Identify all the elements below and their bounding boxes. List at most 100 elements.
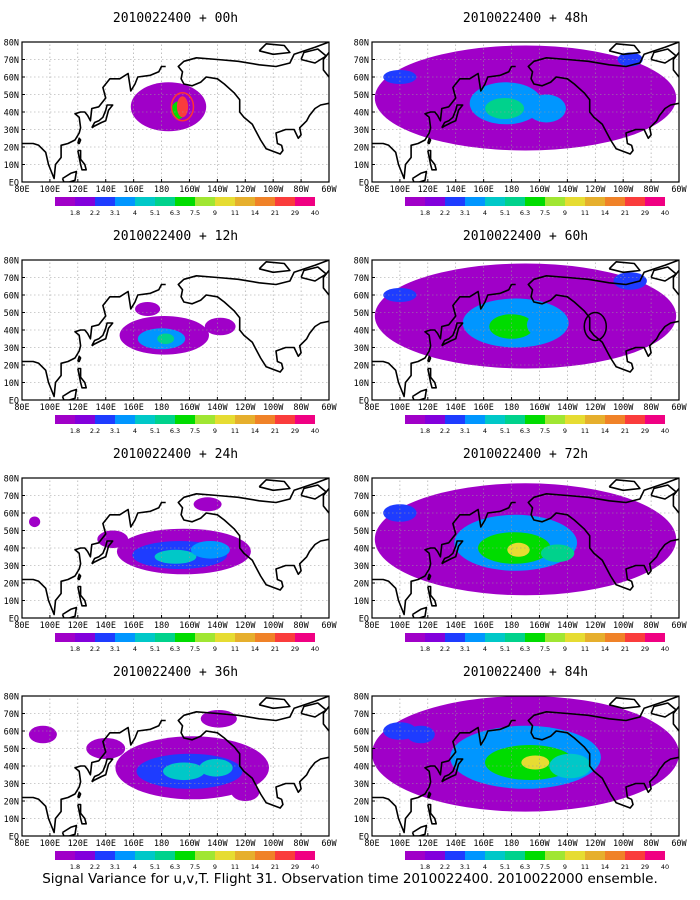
colorbar-swatch	[545, 633, 565, 642]
colorbar-label: 9	[563, 645, 567, 653]
colorbar-label: 2.2	[440, 863, 450, 871]
colorbar-swatch	[275, 851, 295, 860]
colorbar-label: 21	[271, 645, 279, 653]
colorbar-label: 29	[641, 863, 649, 871]
colorbar-swatch	[215, 851, 235, 860]
colorbar-swatch	[405, 851, 425, 860]
colorbar-label: 3.1	[460, 863, 470, 871]
lon-tick-label: 160E	[123, 839, 143, 849]
variance-contour	[28, 516, 41, 528]
colorbar-label: 4	[133, 427, 137, 435]
coastline	[77, 791, 82, 799]
lat-tick-label: 30N	[4, 126, 19, 136]
lon-tick-label: 160E	[473, 185, 493, 195]
variance-contour	[135, 302, 161, 316]
colorbar-label: 9	[213, 427, 217, 435]
colorbar-label: 3.1	[110, 209, 120, 217]
lon-tick-label: 140E	[95, 185, 115, 195]
lon-tick-label: 160W	[529, 839, 550, 849]
coastline	[441, 540, 464, 565]
colorbar-label: 14	[601, 645, 609, 653]
colorbar-swatch	[425, 197, 445, 206]
lat-tick-label: 20N	[354, 580, 369, 590]
colorbar-label: 40	[661, 209, 669, 217]
map-area	[372, 260, 679, 400]
colorbar-label: 7.5	[540, 645, 550, 653]
colorbar-swatch	[255, 633, 275, 642]
colorbar-swatch	[95, 851, 115, 860]
lat-tick-label: 10N	[354, 597, 369, 607]
lon-tick-label: 180	[154, 403, 169, 413]
lat-tick-label: 80N	[354, 39, 369, 49]
lon-tick-label: 140W	[557, 621, 578, 631]
colorbar-swatch	[135, 851, 155, 860]
colorbar-label: 3.1	[110, 863, 120, 871]
lat-tick-label: 70N	[354, 274, 369, 284]
colorbar-swatch	[445, 633, 465, 642]
colorbar-swatch	[195, 851, 215, 860]
colorbar-label: 4	[133, 209, 137, 217]
lat-tick-label: 50N	[4, 745, 19, 755]
colorbar-label: 1.8	[420, 645, 430, 653]
colorbar-swatch	[565, 851, 585, 860]
colorbar-swatch	[75, 851, 95, 860]
lat-tick-label: 60N	[354, 510, 369, 520]
colorbar-swatch	[275, 415, 295, 424]
colorbar-label: 6.3	[170, 209, 180, 217]
colorbar-swatch	[155, 197, 175, 206]
lat-tick-label: 30N	[4, 344, 19, 354]
colorbar-label: 3.1	[110, 427, 120, 435]
colorbar-swatch	[175, 851, 195, 860]
lon-tick-label: 100E	[390, 403, 410, 413]
colorbar-swatch	[75, 197, 95, 206]
colorbar-label: 3.1	[460, 209, 470, 217]
lat-tick-label: 60N	[354, 728, 369, 738]
lat-tick-label: 30N	[354, 126, 369, 136]
lon-tick-label: 180	[504, 839, 519, 849]
colorbar-label: 21	[621, 863, 629, 871]
coastline	[427, 355, 432, 363]
lon-tick-label: 160E	[473, 403, 493, 413]
lon-tick-label: 120E	[418, 403, 438, 413]
lon-tick-label: 140W	[557, 839, 578, 849]
lon-tick-label: 80W	[293, 839, 309, 849]
colorbar-swatch	[75, 415, 95, 424]
lat-tick-label: 40N	[4, 109, 19, 119]
colorbar-label: 40	[311, 645, 319, 653]
lat-tick-label: 60N	[4, 292, 19, 302]
lon-tick-label: 120E	[418, 839, 438, 849]
colorbar-swatch	[215, 633, 235, 642]
colorbar-label: 9	[563, 863, 567, 871]
coastline	[177, 478, 329, 591]
coastline	[427, 149, 438, 171]
colorbar-label: 2.2	[90, 645, 100, 653]
coastline	[300, 266, 328, 282]
colorbar-swatch	[275, 197, 295, 206]
colorbar-label: 14	[601, 209, 609, 217]
lat-tick-label: EQ	[359, 833, 369, 843]
colorbar-swatch	[175, 197, 195, 206]
colorbar-swatch	[115, 197, 135, 206]
variance-contour	[549, 753, 592, 779]
colorbar-label: 21	[621, 209, 629, 217]
lat-tick-label: 60N	[4, 510, 19, 520]
colorbar-swatch	[295, 415, 315, 424]
coastline	[427, 791, 432, 799]
colorbar-swatch	[525, 633, 545, 642]
lon-tick-label: 80E	[364, 403, 379, 413]
variance-contour	[190, 541, 230, 559]
lon-tick-label: 160E	[123, 403, 143, 413]
coastline	[527, 696, 679, 809]
colorbar-label: 1.8	[70, 427, 80, 435]
coastline	[322, 706, 329, 732]
lat-tick-label: 60N	[4, 728, 19, 738]
colorbar-label: 4	[483, 645, 487, 653]
colorbar-swatch	[525, 415, 545, 424]
colorbar-swatch	[195, 197, 215, 206]
coastline	[411, 388, 428, 400]
colorbar-label: 9	[563, 209, 567, 217]
variance-contour	[199, 759, 233, 777]
lon-tick-label: 180	[504, 621, 519, 631]
colorbar-label: 2.2	[440, 645, 450, 653]
lat-tick-label: 80N	[354, 475, 369, 485]
